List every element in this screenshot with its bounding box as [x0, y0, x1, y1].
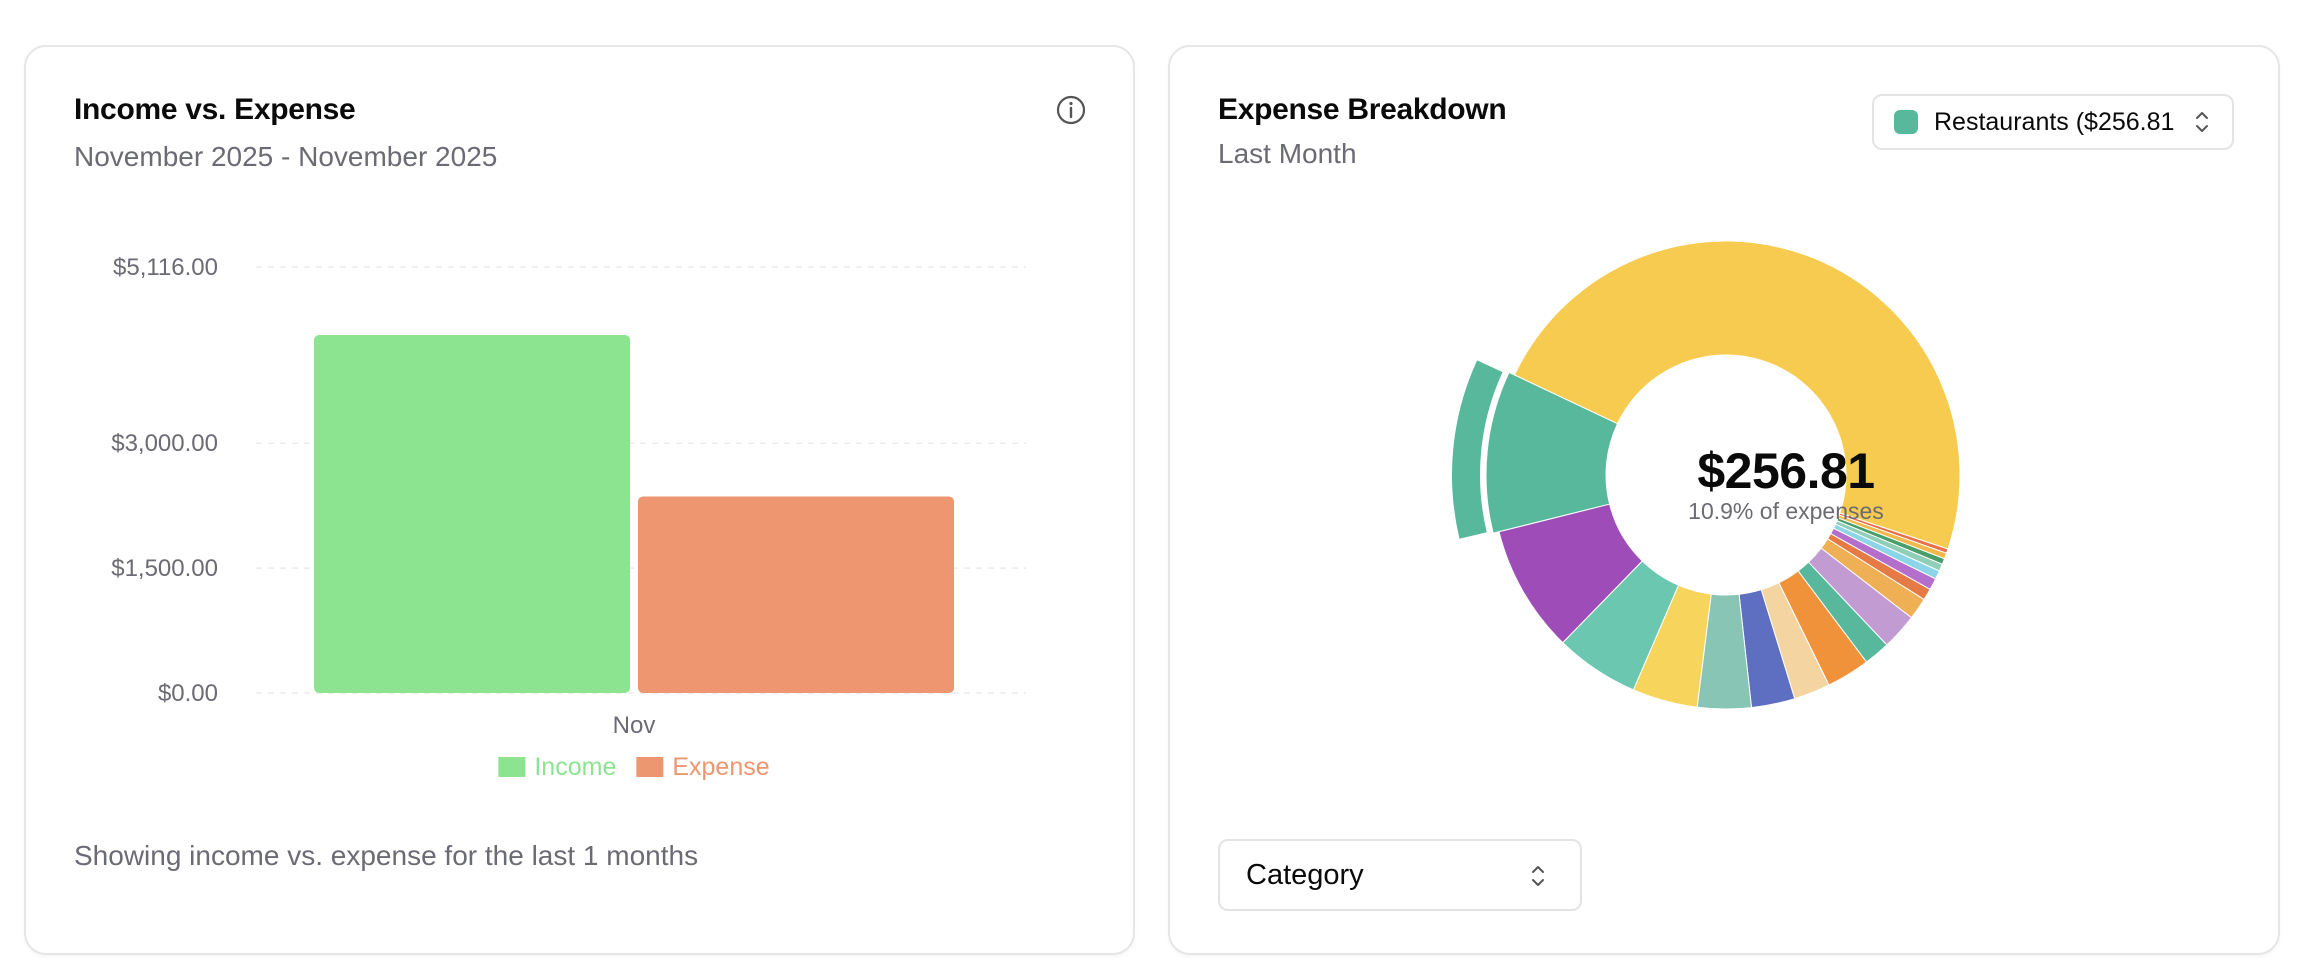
- legend-label: Expense: [672, 753, 769, 781]
- expense-donut-chart: [1452, 240, 1961, 710]
- group-by-select[interactable]: Category: [1218, 839, 1582, 911]
- legend-item-income[interactable]: Income: [498, 753, 616, 781]
- y-tick-label: $3,000.00: [111, 430, 218, 457]
- chevron-up-down-icon: [1532, 866, 1544, 886]
- donut-center-label: $256.81 10.9% of expenses: [1646, 442, 1926, 526]
- category-color-swatch: [1894, 110, 1918, 134]
- income-expense-bar-chart: $0.00 $1,500.00 $3,000.00 $5,116.00 Nov Incom…: [111, 254, 1026, 781]
- x-tick-label: Nov: [613, 712, 656, 739]
- chevron-up-down-icon: [2196, 112, 2208, 132]
- donut-center-caption: 10.9% of expenses: [1688, 498, 1884, 524]
- category-select[interactable]: Restaurants ($256.81: [1872, 94, 2234, 150]
- y-tick-label: $0.00: [158, 680, 218, 707]
- bar-income[interactable]: [314, 334, 630, 693]
- donut-center-value: $256.81: [1697, 443, 1875, 499]
- category-select-label: Restaurants ($256.81: [1934, 107, 2175, 136]
- expense-breakdown-card: Expense Breakdown Last Month Restaurants…: [1168, 45, 2280, 955]
- legend-swatch: [498, 757, 526, 777]
- income-expense-subtitle: November 2025 - November 2025: [74, 141, 498, 172]
- y-tick-label: $5,116.00: [113, 254, 218, 281]
- info-circle-icon[interactable]: [1054, 93, 1088, 127]
- income-expense-title: Income vs. Expense: [74, 93, 356, 126]
- legend-item-expense[interactable]: Expense: [636, 753, 770, 781]
- legend-swatch: [636, 757, 664, 777]
- donut-slice[interactable]: [1513, 240, 1961, 550]
- income-expense-footnote: Showing income vs. expense for the last …: [74, 840, 699, 871]
- expense-breakdown-subtitle: Last Month: [1218, 138, 1357, 169]
- bar-expense[interactable]: [638, 496, 954, 693]
- expense-breakdown-title: Expense Breakdown: [1218, 93, 1507, 126]
- legend-label: Income: [534, 753, 616, 781]
- group-by-label: Category: [1246, 858, 1364, 891]
- donut-hole: [1606, 355, 1846, 595]
- y-tick-label: $1,500.00: [111, 555, 218, 582]
- donut-slice-highlight-ring: [1452, 360, 1503, 539]
- income-expense-card: Income vs. Expense November 2025 - Novem…: [24, 45, 1135, 955]
